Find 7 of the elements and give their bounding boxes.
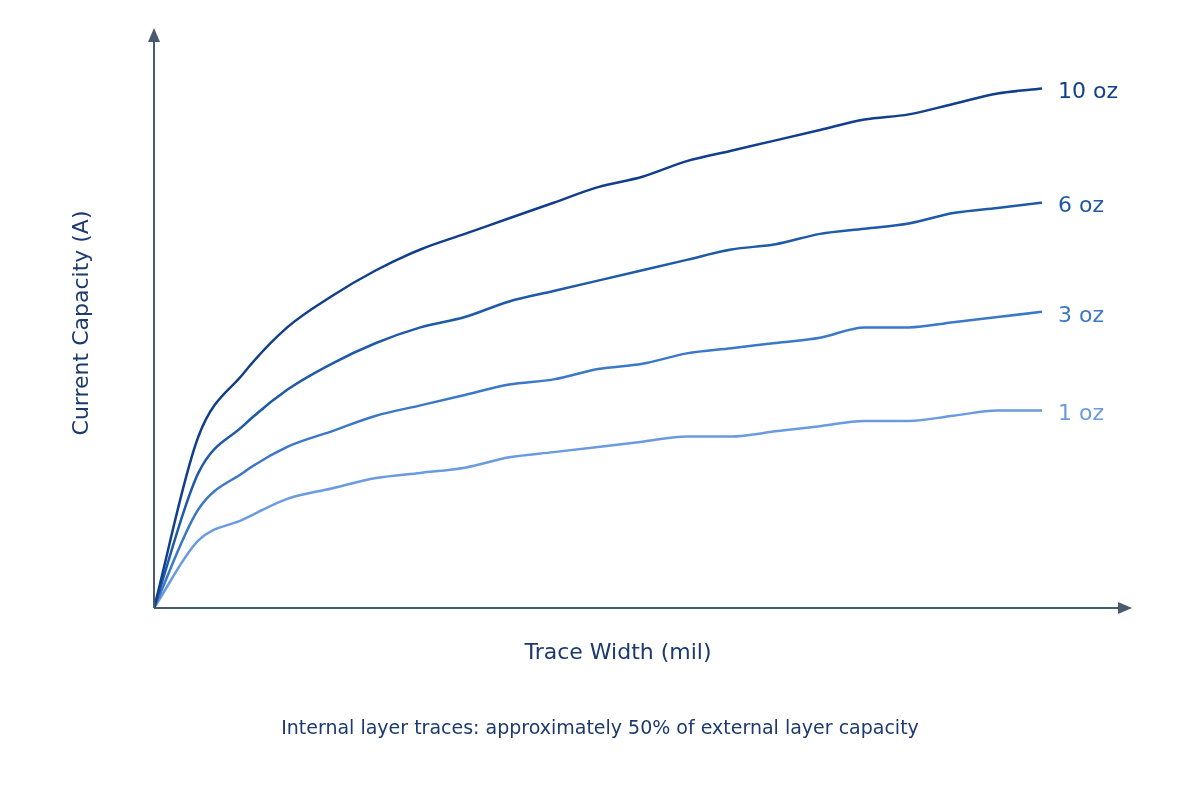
x-axis-title: Trace Width (mil) (523, 638, 712, 664)
y-axis-title: Current Capacity (A) (67, 210, 93, 436)
series-label: 6 oz (1058, 192, 1104, 218)
series-label: 3 oz (1058, 301, 1104, 327)
series-label: 1 oz (1058, 400, 1104, 426)
text: Internal layer traces: approximately 50% of external layer capacity (280, 716, 920, 738)
series-label: 10 oz (1058, 78, 1118, 104)
